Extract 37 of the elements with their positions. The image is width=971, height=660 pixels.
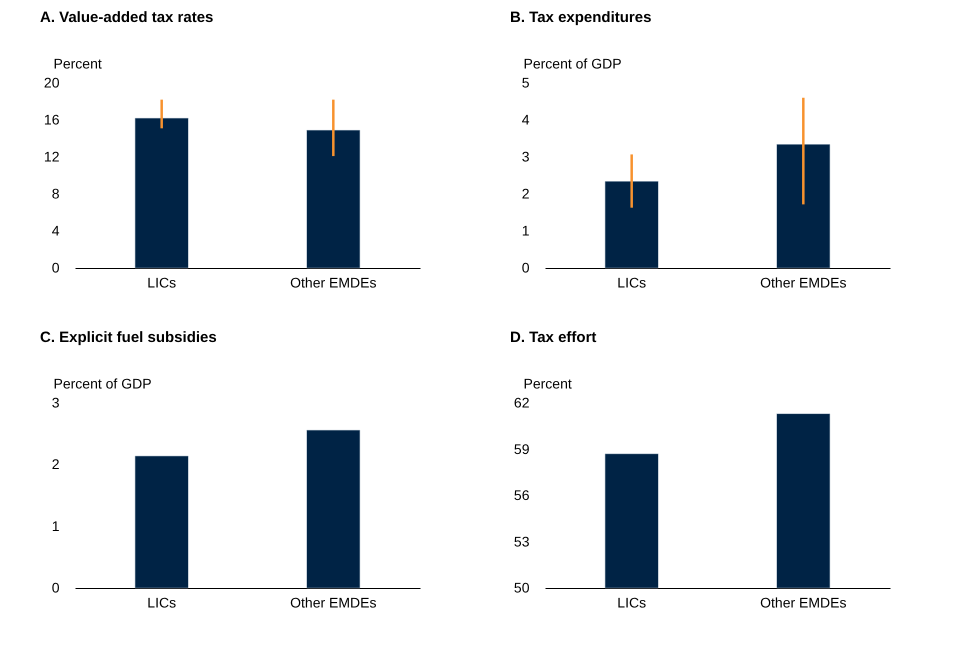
y-tick-label: 2 bbox=[52, 456, 60, 472]
y-tick-label: 56 bbox=[514, 487, 530, 503]
x-tick-label: LICs bbox=[147, 274, 176, 290]
y-tick-label: 5 bbox=[522, 74, 530, 90]
y-axis-title: Percent of GDP bbox=[54, 376, 152, 392]
y-axis-title: Percent bbox=[524, 376, 572, 392]
y-tick-label: 2 bbox=[522, 186, 530, 202]
y-tick-label: 8 bbox=[52, 186, 60, 202]
y-tick-label: 20 bbox=[44, 74, 60, 90]
y-tick-label: 1 bbox=[522, 222, 530, 238]
y-tick-label: 53 bbox=[514, 533, 530, 550]
y-axis-title: Percent bbox=[54, 56, 102, 72]
chart-title: B. Tax expenditures bbox=[510, 9, 652, 26]
y-tick-label: 4 bbox=[52, 222, 60, 238]
x-tick-label: Other EMDEs bbox=[760, 594, 846, 610]
x-tick-label: LICs bbox=[617, 274, 646, 290]
x-tick-label: Other EMDEs bbox=[290, 594, 376, 610]
x-tick-label: Other EMDEs bbox=[290, 274, 376, 290]
y-tick-label: 59 bbox=[514, 440, 530, 457]
y-tick-label: 12 bbox=[44, 148, 60, 164]
y-tick-label: 62 bbox=[514, 394, 530, 410]
chart-title: A. Value-added tax rates bbox=[40, 9, 214, 26]
y-tick-label: 16 bbox=[44, 112, 60, 128]
y-tick-label: 3 bbox=[522, 148, 530, 164]
y-tick-label: 0 bbox=[522, 260, 530, 276]
chart-title: C. Explicit fuel subsidies bbox=[40, 329, 217, 346]
x-tick-label: LICs bbox=[617, 594, 646, 610]
y-tick-label: 1 bbox=[52, 518, 60, 534]
x-tick-label: Other EMDEs bbox=[760, 274, 846, 290]
y-tick-label: 50 bbox=[514, 580, 530, 596]
y-tick-label: 0 bbox=[52, 260, 60, 276]
y-tick-label: 0 bbox=[52, 580, 60, 596]
y-tick-label: 3 bbox=[52, 394, 60, 410]
y-axis-title: Percent of GDP bbox=[524, 56, 622, 72]
chart-title: D. Tax effort bbox=[510, 329, 596, 346]
y-tick-label: 4 bbox=[522, 112, 530, 128]
x-tick-label: LICs bbox=[147, 594, 176, 610]
